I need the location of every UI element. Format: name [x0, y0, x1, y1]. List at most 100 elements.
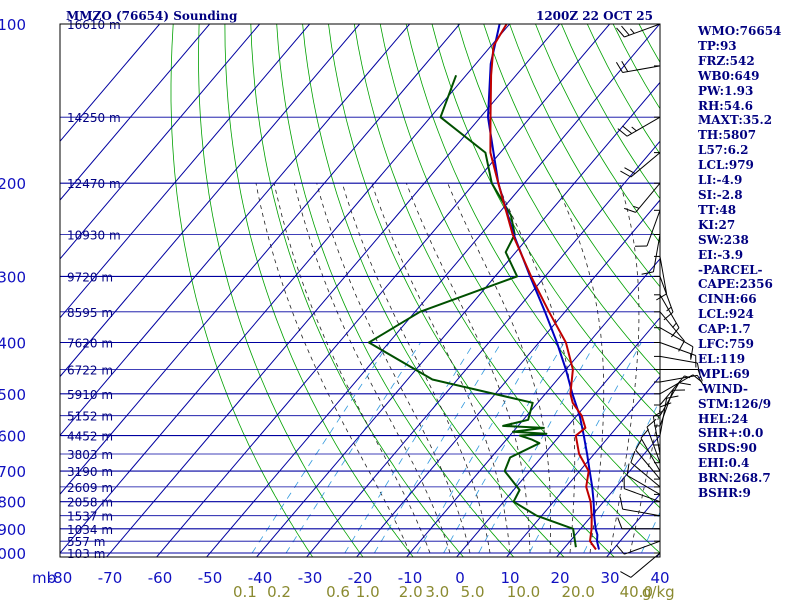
- wind-barb: [659, 276, 674, 313]
- height-label: 103 m: [67, 547, 105, 561]
- wind-barb-flag: [619, 497, 624, 510]
- pressure-tick-label: 900: [0, 521, 26, 539]
- wind-barb-flag: [617, 128, 628, 137]
- wind-barbs: [615, 23, 705, 578]
- pressure-tick-label: 400: [0, 335, 26, 353]
- height-label: 557 m: [67, 535, 105, 549]
- wind-barb: [659, 327, 694, 348]
- index-item: LCL:924: [698, 307, 754, 322]
- mixing-ratio-line: [283, 342, 421, 557]
- index-item: FRZ:542: [698, 53, 755, 68]
- index-item: BSHR:9: [698, 486, 751, 501]
- mixing-ratio-line: [639, 511, 660, 557]
- pressure-tick-label: 100: [0, 16, 26, 34]
- mixing-ratio-line: [414, 342, 541, 557]
- temperature-tick-label: -80: [48, 569, 73, 587]
- grid-lines: [60, 24, 660, 557]
- height-label: 8595 m: [67, 306, 113, 320]
- wind-barb: [659, 311, 685, 342]
- temperature-tick-label: 40: [650, 569, 669, 587]
- index-item: LFC:759: [698, 337, 754, 352]
- height-label: 1034 m: [67, 523, 113, 537]
- isotherm-line: [60, 24, 361, 378]
- height-label: 9720 m: [67, 270, 113, 284]
- index-item: LI:-4.9: [698, 173, 743, 188]
- height-label: 2609 m: [67, 481, 113, 495]
- isotherm-line: [60, 24, 461, 495]
- index-item: EL:119: [698, 351, 746, 366]
- wind-barb: [659, 375, 685, 406]
- wind-barb-flag: [621, 25, 630, 36]
- moist-adiabat-line: [255, 183, 411, 554]
- dry-adiabat-line: [170, 24, 314, 557]
- mixing-ratio-label: 20.0: [561, 583, 594, 600]
- mixing-ratio-label: 0.2: [267, 583, 291, 600]
- wind-barb: [624, 540, 661, 555]
- height-label: 4452 m: [67, 430, 113, 444]
- chart-time: 1200Z 22 OCT 25: [536, 9, 653, 23]
- chart-title: MMZO (76654) Sounding: [66, 9, 238, 23]
- moist-adiabat-line: [496, 183, 576, 554]
- mixing-ratio-line: [341, 342, 475, 557]
- index-item: TP:93: [698, 38, 737, 53]
- height-label: 3190 m: [67, 465, 113, 479]
- wind-barb-flag: [678, 382, 691, 386]
- wind-barb: [652, 234, 661, 272]
- height-label: 7620 m: [67, 337, 113, 351]
- isotherm-line: [60, 24, 311, 319]
- index-item: SI:-2.8: [698, 187, 743, 202]
- wind-barb-flag: [690, 346, 694, 359]
- wind-barb: [659, 390, 674, 427]
- index-item: CINH:66: [698, 292, 757, 307]
- dewpoint-line: [367, 74, 577, 548]
- height-label: 3803 m: [67, 448, 113, 462]
- pressure-tick-label: 200: [0, 175, 26, 193]
- indices-panel: WMO:76654 TP:93 FRZ:542 WB0:649 PW:1.93 RH:54…: [698, 24, 798, 501]
- pressure-tick-label: 300: [0, 268, 26, 286]
- isotherm-line: [305, 140, 660, 557]
- height-label: 12470 m: [67, 177, 121, 191]
- wind-barb: [659, 256, 668, 294]
- isotherm-line: [155, 24, 611, 557]
- mixing-ratio-label: 40.0: [620, 583, 653, 600]
- index-item: KI:27: [698, 217, 736, 232]
- wind-barb-flag: [615, 61, 624, 73]
- mixing-ratio-label: g/kg: [642, 583, 675, 600]
- temperature-line: [489, 24, 597, 551]
- mixing-ratio-line: [475, 342, 597, 557]
- isotherm-line: [60, 24, 211, 201]
- height-label: 5910 m: [67, 388, 113, 402]
- mixing-ratio-line: [249, 342, 390, 557]
- height-label: 1537 m: [67, 510, 113, 524]
- wind-barb: [659, 294, 680, 328]
- index-item: CAP:1.7: [698, 322, 751, 337]
- axis-tick-labels: 1002003004005006007008009001000-80-70-60…: [0, 16, 670, 587]
- index-item: TT:48: [698, 202, 737, 217]
- moist-adiabat-line: [406, 183, 531, 553]
- mixing-ratio-labels: 0.1 0.2 0.6 1.0 2.0 3.0 5.0 10.0 20.0 40.0g/kg: [233, 583, 675, 600]
- wind-barb: [622, 508, 661, 517]
- temperature-tick-label: -50: [198, 569, 223, 587]
- temperature-tick-label: -70: [98, 569, 123, 587]
- pressure-tick-label: 700: [0, 463, 26, 481]
- isotherm-line: [60, 24, 161, 143]
- dry-adiabat-line: [276, 24, 515, 557]
- wind-barb-flag: [631, 126, 637, 132]
- index-item: STM:126/9: [698, 396, 772, 411]
- wind-barb: [624, 488, 661, 503]
- dry-adiabat-line: [509, 24, 660, 288]
- index-item: EI:-3.9: [698, 247, 744, 262]
- wind-barb-flag: [692, 374, 703, 383]
- mixing-ratio-label: 5.0: [461, 583, 485, 600]
- isotherm-line: [60, 24, 511, 554]
- index-item: WB0:649: [698, 68, 760, 83]
- moist-adiabat-line: [316, 183, 471, 554]
- index-item: CAPE:2356: [698, 277, 773, 292]
- mixing-ratio-line: [371, 342, 502, 557]
- wind-barb: [626, 116, 661, 137]
- height-label: 6722 m: [67, 364, 113, 378]
- temperature-tick-label: -40: [248, 569, 273, 587]
- index-item: MAXT:35.2: [698, 113, 773, 128]
- temperature-tick-label: 0: [455, 569, 465, 587]
